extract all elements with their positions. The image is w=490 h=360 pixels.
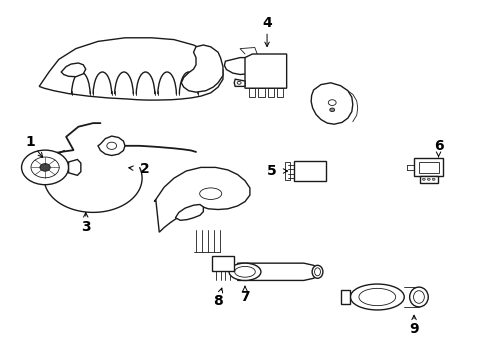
Polygon shape	[311, 83, 353, 124]
Polygon shape	[414, 158, 443, 176]
Polygon shape	[234, 79, 245, 86]
Ellipse shape	[350, 284, 404, 310]
Ellipse shape	[410, 287, 428, 307]
Text: 5: 5	[267, 164, 277, 178]
Polygon shape	[245, 54, 287, 88]
Polygon shape	[294, 161, 326, 181]
Polygon shape	[69, 159, 81, 175]
Polygon shape	[175, 204, 203, 220]
Circle shape	[22, 150, 69, 185]
Bar	[268, 88, 274, 97]
Polygon shape	[181, 45, 223, 92]
Text: 3: 3	[81, 220, 91, 234]
Circle shape	[107, 142, 117, 149]
Polygon shape	[238, 263, 321, 280]
Bar	[249, 88, 255, 97]
Polygon shape	[98, 136, 125, 156]
Polygon shape	[341, 290, 350, 304]
Polygon shape	[224, 58, 255, 75]
Bar	[277, 88, 283, 97]
Polygon shape	[212, 256, 234, 271]
Text: 8: 8	[213, 294, 223, 307]
Bar	[285, 162, 290, 180]
Polygon shape	[39, 38, 223, 100]
Polygon shape	[154, 167, 250, 232]
Text: 7: 7	[240, 290, 250, 304]
Circle shape	[427, 178, 430, 180]
Ellipse shape	[312, 265, 323, 278]
Polygon shape	[420, 176, 438, 183]
Circle shape	[40, 163, 50, 171]
Text: 6: 6	[434, 139, 443, 153]
Ellipse shape	[229, 263, 261, 280]
Bar	[419, 162, 439, 173]
Bar	[258, 88, 265, 97]
Text: 1: 1	[25, 135, 35, 149]
Circle shape	[330, 108, 335, 112]
Text: 2: 2	[140, 162, 149, 176]
Polygon shape	[61, 63, 86, 77]
Text: 4: 4	[262, 17, 272, 30]
Text: 9: 9	[409, 323, 419, 336]
Circle shape	[432, 178, 435, 180]
Circle shape	[422, 178, 425, 180]
